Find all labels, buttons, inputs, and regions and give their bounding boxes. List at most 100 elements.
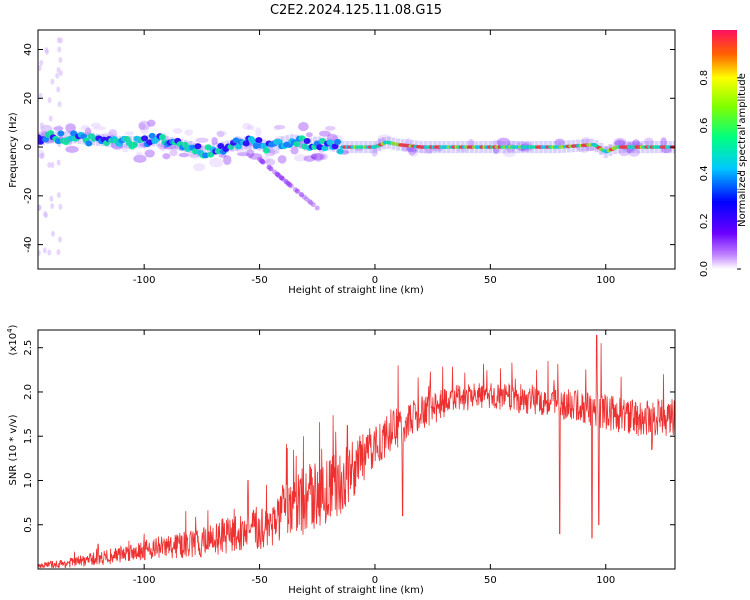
spectral-blob: [305, 132, 313, 138]
ridge-cell: [158, 134, 166, 141]
ridge-halo: [105, 134, 110, 147]
ridge-halo: [603, 145, 608, 159]
ridge-halo: [220, 141, 225, 154]
spectral-blob: [268, 166, 274, 172]
ridge-halo: [248, 136, 253, 149]
x-tick-label: -100: [133, 575, 156, 586]
snr-series-line: [38, 334, 675, 569]
bottom-x-ticks: -100 -50 0 50 100: [133, 330, 615, 586]
spectral-blob: [644, 137, 654, 146]
spectral-blob: [298, 191, 304, 197]
spectral-blob: [135, 151, 144, 161]
ridge-halo: [211, 143, 216, 156]
spectral-blob: [56, 159, 61, 166]
ridge-halo: [72, 131, 77, 144]
ridge-cell: [262, 147, 270, 154]
top-x-axis-label: Height of straight line (km): [288, 285, 424, 296]
figure-title: C2E2.2024.125.11.08.G15: [270, 3, 442, 18]
spectral-blob: [310, 202, 316, 208]
ridge-halo: [502, 140, 507, 154]
ridge-halo: [626, 140, 631, 154]
ridge-halo: [446, 140, 451, 154]
colorbar-ticks: 0.0 0.2 0.4 0.6 0.8: [699, 70, 741, 277]
spectral-blob: [223, 155, 232, 166]
y-scale-base: (x10: [8, 333, 19, 356]
spectral-blob: [283, 179, 289, 185]
y-tick-label: 1.0: [23, 473, 34, 489]
spectral-blob: [279, 175, 285, 181]
spectral-blob: [92, 126, 107, 131]
spectral-blob: [266, 164, 272, 170]
ridge-halo: [59, 131, 64, 144]
bottom-y-axis-label: SNR (10 * v/v): [8, 414, 19, 485]
spectral-blob: [660, 137, 667, 147]
spectral-blob: [133, 154, 147, 163]
ridge-halo: [156, 134, 161, 147]
ridge-halo: [38, 133, 40, 146]
spectral-blob: [298, 121, 309, 132]
ridge-cell: [242, 140, 250, 147]
spectral-blob: [303, 155, 316, 162]
spectral-blob: [299, 192, 305, 198]
ridge-halo: [552, 140, 557, 154]
ridge-halo: [372, 140, 377, 154]
ridge-halo: [520, 140, 525, 154]
spectral-blob: [38, 64, 42, 71]
x-tick-label: -50: [251, 575, 267, 586]
spectral-blob: [43, 210, 48, 217]
ridge-halo: [91, 133, 96, 146]
x-tick-label: 0: [372, 275, 378, 286]
ridge-halo: [548, 140, 553, 154]
ridge-cell: [70, 130, 78, 137]
spectral-blob: [406, 147, 417, 152]
spectral-blob: [57, 46, 62, 53]
ridge-halo: [622, 140, 627, 154]
y-scale-multiplier: (x104): [6, 324, 19, 355]
ridge-halo: [77, 131, 82, 144]
ridge-cell: [331, 143, 339, 150]
spectral-blob: [58, 236, 63, 243]
ridge-halo: [474, 140, 479, 154]
spectral-blob: [410, 148, 418, 153]
spectral-blob: [629, 141, 643, 147]
ridge-halo: [492, 140, 497, 154]
spectral-blob: [42, 247, 47, 254]
ridge-cell: [57, 130, 65, 137]
ridge-halo: [654, 140, 659, 154]
spectral-blob: [172, 128, 183, 134]
ridge-halo: [197, 144, 202, 158]
ridge-halo: [423, 140, 428, 154]
ridge-halo: [142, 136, 147, 149]
ridge-halo: [229, 139, 234, 152]
ridge-halo: [276, 138, 281, 151]
ridge-halo: [580, 139, 585, 152]
spectral-blob: [419, 148, 434, 154]
y-tick-label: 2.0: [23, 384, 34, 400]
spectral-blob: [144, 149, 155, 158]
y-tick-label: 20: [23, 92, 34, 105]
ridge-cell: [130, 141, 138, 148]
ridge-halo: [151, 134, 156, 147]
spectral-blob: [121, 144, 130, 153]
ridge-halo: [432, 140, 437, 154]
ridge-halo: [442, 140, 447, 154]
colorbar-gradient: [712, 30, 737, 269]
x-tick-label: 100: [596, 575, 615, 586]
ridge-halo: [409, 139, 414, 153]
ridge-halo: [566, 140, 571, 153]
spectral-blob: [169, 149, 178, 157]
ridge-halo: [645, 140, 650, 154]
ridge-halo: [322, 137, 327, 150]
ridge-halo: [506, 140, 511, 154]
spectral-blob: [246, 125, 255, 131]
ridge-halo: [599, 142, 604, 156]
spectral-blob: [56, 191, 61, 198]
spectral-blob: [108, 129, 118, 138]
spectral-blob: [294, 188, 300, 194]
ridge-halo: [312, 136, 317, 149]
spectral-blob: [632, 139, 640, 147]
spectral-blob: [39, 153, 44, 160]
spectral-blob: [319, 153, 328, 160]
x-tick-label: 0: [372, 575, 378, 586]
spectral-blob: [38, 92, 43, 99]
